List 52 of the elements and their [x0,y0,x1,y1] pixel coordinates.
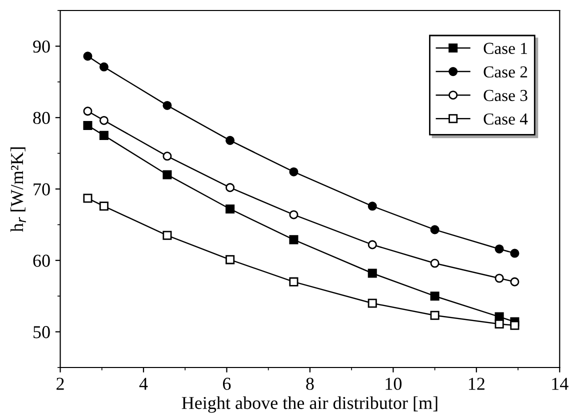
point [226,136,235,145]
point [494,244,504,254]
point [510,320,520,330]
point [510,277,520,286]
x-tick-label: 12 [468,378,484,390]
point [289,210,298,220]
point [83,106,92,116]
point [368,240,377,250]
x-tick-label: 10 [386,378,402,390]
y-tick-label: 90 [33,40,50,53]
point [494,319,504,328]
point [289,277,298,286]
point [430,292,440,301]
point [430,310,440,320]
x-tick-label: 8 [306,378,314,390]
point [162,230,172,240]
y-tick-label: 50 [34,326,50,338]
point [368,202,377,211]
point [226,255,235,264]
point [494,274,504,283]
point [368,268,377,278]
x-tick-label: 4 [139,378,148,390]
legend-label: Case 2 [484,66,528,78]
y-axis-title: h$_{r}$ [W/m²K] [10,147,26,232]
x-tick-label: 6 [222,378,231,390]
point [289,167,298,176]
point [510,248,520,258]
point [162,170,172,180]
y-tick-label: 60 [33,254,50,267]
legend-label: Case 3 [484,90,528,102]
point [289,235,298,244]
x-tick-label: 2 [56,378,64,390]
point [83,194,92,203]
legend-label: Case 1 [484,42,527,54]
point [430,225,440,234]
x-axis-title: Height above the air distributor [m] [182,396,438,413]
point [368,298,377,308]
y-tick-label: 80 [33,112,50,124]
point [99,62,108,72]
point [99,202,108,211]
point [83,52,92,61]
point [99,130,108,140]
legend-label: Case 4 [484,113,528,125]
x-tick-label: 14 [552,378,568,390]
point [83,120,92,130]
point [99,116,108,125]
point [430,258,440,268]
point [226,204,235,214]
point [162,152,172,161]
y-tick-label: 70 [34,183,50,196]
point [162,100,172,110]
point [226,183,235,192]
